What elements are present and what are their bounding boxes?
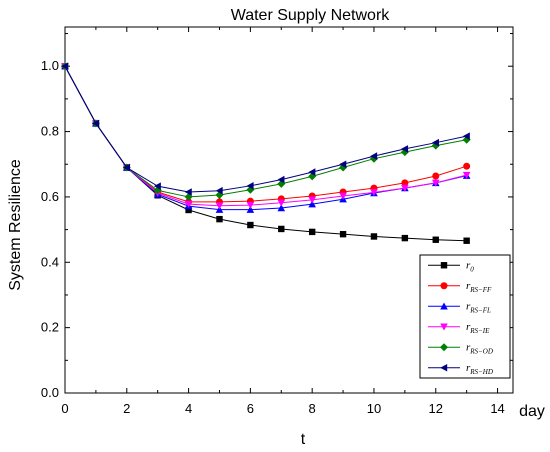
data-point	[92, 119, 100, 128]
legend: r0 rRS−FF rRS−FL rRS−IE rRS−OD rRS−HD	[419, 254, 511, 379]
data-point	[462, 132, 470, 140]
series-1	[61, 62, 471, 206]
data-point	[278, 225, 285, 233]
data-point	[431, 179, 440, 187]
data-point	[308, 228, 316, 236]
data-point	[216, 215, 223, 223]
legend-label: rRS−FF	[466, 280, 492, 294]
data-point	[339, 192, 347, 200]
data-point	[370, 152, 378, 160]
data-point	[431, 138, 439, 147]
data-point	[339, 160, 347, 169]
legend-item: rRS−OD	[428, 341, 493, 355]
series-2	[61, 62, 471, 213]
x-tick-label: 14	[490, 401, 504, 416]
data-point	[277, 199, 286, 207]
x-axis-label: t	[301, 431, 306, 448]
data-point	[370, 233, 378, 240]
series-layer	[61, 62, 471, 244]
y-tick-label: 0.8	[41, 124, 59, 139]
series-line	[64, 65, 467, 193]
legend-item: rRS−FF	[428, 280, 492, 294]
x-tick-label: 4	[185, 401, 192, 416]
axes: 0 2 4 6 8 10 12 14 0.0 0.2 0.4 0.6 0.8 1.0	[41, 26, 514, 416]
legend-item: rRS−FL	[428, 300, 491, 314]
data-point	[432, 236, 439, 243]
data-point	[184, 188, 192, 196]
y-tick-label: 0.4	[41, 254, 59, 269]
data-point	[277, 175, 285, 184]
data-point	[246, 205, 255, 213]
data-point	[246, 182, 254, 190]
data-point	[308, 196, 316, 204]
y-axis-label: System Resilience	[7, 159, 24, 291]
data-point	[277, 204, 286, 212]
legend-label: rRS−HD	[466, 362, 493, 376]
data-point	[401, 184, 409, 192]
data-point	[401, 145, 409, 153]
legend-swatch-marker	[440, 343, 448, 352]
series-5	[61, 62, 470, 196]
data-point	[153, 182, 161, 190]
data-point	[122, 163, 130, 172]
series-line	[64, 65, 467, 198]
data-point	[432, 172, 440, 180]
data-point	[401, 234, 409, 242]
data-point	[61, 62, 69, 71]
legend-label: r0	[466, 259, 474, 273]
x-tick-label: 10	[367, 401, 381, 416]
legend-item: r0	[428, 259, 474, 273]
series-4	[61, 62, 471, 201]
x-tick-label: 0	[61, 401, 68, 416]
data-point	[370, 189, 378, 197]
x-axis-unit: day	[519, 403, 545, 420]
data-point	[462, 171, 471, 179]
legend-swatch-marker	[440, 363, 448, 372]
y-tick-label: 1.0	[41, 58, 59, 73]
legend-swatch-marker	[440, 282, 448, 290]
x-tick-label: 12	[429, 401, 443, 416]
legend-label: rRS−IE	[466, 321, 490, 335]
data-point	[246, 201, 255, 209]
data-point	[463, 237, 470, 244]
data-point	[184, 200, 193, 208]
data-point	[463, 162, 471, 170]
legend-swatch-marker	[440, 262, 448, 269]
legend-label: rRS−OD	[466, 341, 493, 355]
y-tick-label: 0.2	[41, 320, 59, 335]
series-0	[61, 63, 470, 244]
legend-swatch-marker	[440, 323, 448, 331]
data-point	[401, 179, 409, 187]
data-point	[215, 186, 223, 195]
series-3	[61, 63, 471, 210]
x-tick-label: 8	[309, 401, 316, 416]
y-tick-label: 0.6	[41, 189, 59, 204]
plot-frame	[64, 26, 514, 394]
y-tick-label: 0.0	[41, 385, 59, 400]
legend-box	[419, 254, 511, 379]
legend-item: rRS−IE	[428, 321, 490, 335]
data-point	[247, 221, 254, 229]
data-point	[339, 230, 347, 238]
legend-item: rRS−HD	[428, 362, 493, 376]
data-point	[185, 206, 192, 214]
legend-swatch-marker	[440, 302, 448, 310]
legend-label: rRS−FL	[466, 300, 491, 314]
data-point	[215, 202, 224, 210]
data-point	[308, 168, 316, 176]
data-point	[308, 200, 316, 208]
x-tick-label: 6	[247, 401, 254, 416]
chart-title: Water Supply Network	[231, 7, 391, 24]
x-tick-label: 2	[123, 401, 130, 416]
